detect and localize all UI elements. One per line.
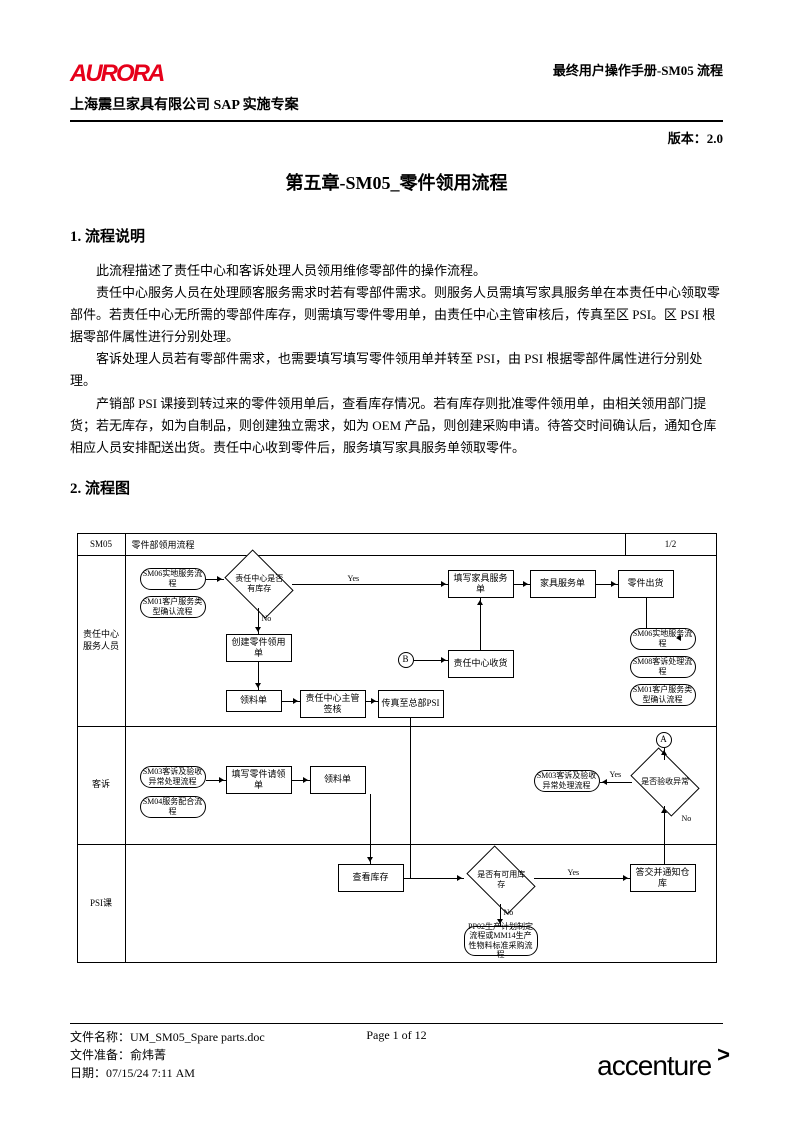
arrow xyxy=(292,780,310,781)
page-number: Page 1 of 12 xyxy=(70,1028,723,1043)
para-3: 客诉处理人员若有零部件需求，也需要填写填写零件领用单并转至 PSI，由 PSI … xyxy=(70,348,723,392)
arrow xyxy=(292,584,448,585)
node-b4: 传真至总部PSI xyxy=(378,690,444,718)
flowchart-header: SM05 零件部领用流程 1/2 xyxy=(78,534,716,556)
arrow xyxy=(206,780,226,781)
lane-3-label: PSI课 xyxy=(78,844,126,963)
node-b2: 领料单 xyxy=(226,690,282,712)
accenture-chevron-icon: > xyxy=(717,1042,729,1068)
node-b1: 创建零件领用单 xyxy=(226,634,292,662)
flowchart-page: 1/2 xyxy=(626,534,716,555)
node-b5: 填写家具服务单 xyxy=(448,570,514,598)
arrow xyxy=(600,782,632,783)
node-b10: 领料单 xyxy=(310,766,366,794)
doc-type: 最终用户操作手册-SM05 流程 xyxy=(553,60,723,79)
doc-footer: 文件名称：UM_SM05_Spare parts.doc 文件准备：俞炜菁 日期… xyxy=(70,1023,723,1082)
flowchart: SM05 零件部领用流程 1/2 责任中心服务人员 客诉 PSI课 SM06实地… xyxy=(77,533,717,963)
node-t5: SM01客户服务类型确认流程 xyxy=(630,684,696,706)
version-label: 版本：2.0 xyxy=(70,128,723,147)
section-2-num: 2. xyxy=(70,481,81,497)
arrow xyxy=(410,718,411,878)
node-b8: 责任中心收货 xyxy=(448,650,514,678)
label-yes: Yes xyxy=(568,868,580,877)
node-b9: 填写零件请领单 xyxy=(226,766,292,794)
arrow xyxy=(258,662,259,690)
section-2-text: 流程图 xyxy=(85,481,130,497)
flowchart-code: SM05 xyxy=(78,534,126,555)
label-no: No xyxy=(682,814,692,823)
para-2: 责任中心服务人员在处理顾客服务需求时若有零部件需求。则服务人员需填写家具服务单在… xyxy=(70,282,723,348)
accenture-logo: accenture > xyxy=(597,1050,723,1082)
node-c1: B xyxy=(398,652,414,668)
date-value: 07/15/24 7:11 AM xyxy=(106,1066,195,1080)
arrow xyxy=(404,878,464,879)
node-t7: SM04服务配合流程 xyxy=(140,796,206,818)
node-b7: 零件出货 xyxy=(618,570,674,598)
node-d3: 是否有可用库存 xyxy=(466,845,535,914)
node-t6: SM03客诉及验收异常处理流程 xyxy=(140,766,206,788)
arrow xyxy=(646,598,647,628)
arrow xyxy=(500,904,501,926)
flowchart-title: 零件部领用流程 xyxy=(126,534,626,555)
para-4: 产销部 PSI 课接到转过来的零件领用单后，查看库存情况。若有库存则批准零件领用… xyxy=(70,393,723,459)
label-no: No xyxy=(262,614,272,623)
arrow xyxy=(480,598,481,650)
label-yes: Yes xyxy=(348,574,360,583)
node-b6: 家具服务单 xyxy=(530,570,596,598)
arrow xyxy=(534,878,630,879)
node-t3: SM06实地服务流程 xyxy=(630,628,696,650)
arrow xyxy=(258,608,259,634)
arrow xyxy=(596,584,618,585)
lane-sep-1 xyxy=(78,726,716,727)
accenture-text: accenture xyxy=(597,1050,711,1082)
label-yes: Yes xyxy=(610,770,622,779)
node-t9: PP02生产计划制定流程或MM14生产性物料标准采购流程 xyxy=(464,926,538,956)
section-1-heading: 1. 流程说明 xyxy=(70,225,723,246)
arrow xyxy=(664,806,665,864)
node-t4: SM08客诉处理流程 xyxy=(630,656,696,678)
node-d1: 责任中心是否有库存 xyxy=(224,549,293,618)
lane-2-label: 客诉 xyxy=(78,726,126,844)
chapter-title: 第五章-SM05_零件领用流程 xyxy=(70,169,723,195)
prep-name: 俞炜菁 xyxy=(130,1048,166,1062)
arrow xyxy=(414,660,448,661)
node-b3: 责任中心主管签核 xyxy=(300,690,366,718)
company-line: 上海震旦家具有限公司 SAP 实施专案 xyxy=(70,94,723,122)
lane-1-label: 责任中心服务人员 xyxy=(78,556,126,726)
node-t1: SM06实地服务流程 xyxy=(140,568,206,590)
aurora-logo: AURORA xyxy=(70,60,163,88)
prep-label: 文件准备： xyxy=(70,1048,130,1062)
node-b11: 查看库存 xyxy=(338,864,404,892)
lane-sep-2 xyxy=(78,844,716,845)
doc-header: AURORA 最终用户操作手册-SM05 流程 xyxy=(70,60,723,88)
node-t2: SM01客户服务类型确认流程 xyxy=(140,596,206,618)
node-t8: SM03客诉及验收异常处理流程 xyxy=(534,770,600,792)
node-c2: A xyxy=(656,732,672,748)
arrow xyxy=(514,584,530,585)
date-label: 日期： xyxy=(70,1066,106,1080)
body-text: 此流程描述了责任中心和客诉处理人员领用维修零部件的操作流程。 责任中心服务人员在… xyxy=(70,260,723,459)
arrow xyxy=(664,748,665,760)
section-1-num: 1. xyxy=(70,229,81,245)
arrow xyxy=(366,701,378,702)
arrow xyxy=(282,701,300,702)
node-b12: 答交并通知仓库 xyxy=(630,864,696,892)
arrow xyxy=(206,579,224,580)
para-1: 此流程描述了责任中心和客诉处理人员领用维修零部件的操作流程。 xyxy=(70,260,723,282)
arrow xyxy=(370,794,371,864)
label-no: No xyxy=(504,908,514,917)
section-2-heading: 2. 流程图 xyxy=(70,477,723,498)
section-1-text: 流程说明 xyxy=(85,229,145,245)
